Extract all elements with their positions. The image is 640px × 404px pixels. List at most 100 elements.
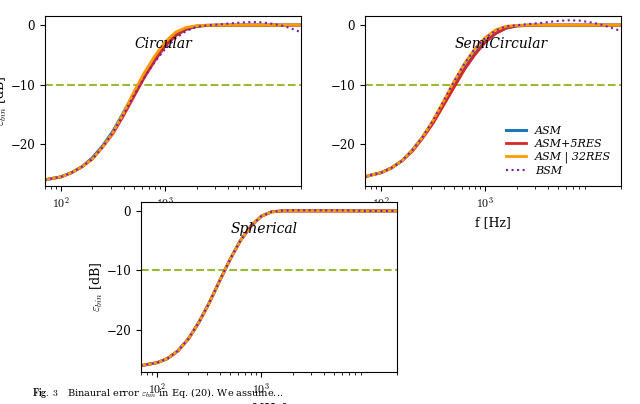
- ASM | 32RES: [237, 238, 244, 243]
- BSM: [151, 59, 159, 64]
- ASM | 32RES: [120, 111, 127, 116]
- BSM: [372, 208, 380, 213]
- ASM+5RES: [161, 44, 169, 48]
- ASM+5RES: [429, 121, 437, 126]
- ASM | 32RES: [205, 301, 213, 306]
- ASM: [461, 66, 468, 71]
- Line: ASM+5RES: ASM+5RES: [45, 25, 301, 180]
- ASM: [88, 156, 96, 160]
- BSM: [120, 112, 127, 117]
- ASM | 32RES: [617, 23, 625, 27]
- BSM: [534, 21, 541, 26]
- BSM: [276, 23, 284, 27]
- ASM+5RES: [362, 208, 369, 213]
- BSM: [388, 166, 396, 170]
- BSM: [143, 362, 150, 367]
- ASM+5RES: [287, 23, 294, 27]
- ASM | 32RES: [41, 177, 49, 182]
- ASM | 32RES: [362, 208, 369, 213]
- ASM+5RES: [544, 23, 552, 27]
- ASM | 32RES: [216, 279, 223, 284]
- ASM+5RES: [278, 208, 286, 213]
- BSM: [289, 208, 296, 213]
- ASM+5RES: [586, 23, 593, 27]
- ASM+5RES: [68, 170, 76, 175]
- BSM: [47, 176, 54, 181]
- ASM | 32RES: [492, 27, 499, 32]
- ASM: [184, 337, 192, 341]
- BSM: [362, 208, 369, 213]
- Y-axis label: $\varepsilon_{bin}$ [dB]: $\varepsilon_{bin}$ [dB]: [0, 76, 9, 126]
- BSM: [214, 22, 221, 27]
- BSM: [182, 29, 190, 34]
- ASM: [193, 24, 200, 29]
- ASM+5RES: [57, 175, 65, 179]
- ASM | 32RES: [137, 363, 145, 368]
- ASM: [297, 23, 305, 27]
- ASM | 32RES: [88, 157, 96, 162]
- Line: ASM: ASM: [141, 211, 397, 366]
- BSM: [41, 177, 49, 182]
- ASM: [224, 23, 232, 27]
- ASM: [164, 356, 172, 361]
- Line: BSM: BSM: [141, 210, 397, 366]
- Text: Circular: Circular: [134, 36, 192, 50]
- ASM: [287, 23, 294, 27]
- Text: SemiCircular: SemiCircular: [454, 36, 548, 50]
- ASM+5RES: [141, 75, 148, 80]
- ASM+5RES: [513, 23, 520, 28]
- BSM: [408, 148, 416, 153]
- BSM: [99, 145, 106, 149]
- ASM: [182, 27, 190, 32]
- ASM | 32RES: [361, 175, 369, 179]
- Line: ASM: ASM: [45, 25, 301, 180]
- ASM: [429, 119, 437, 124]
- BSM: [268, 209, 275, 214]
- Line: BSM: BSM: [45, 22, 301, 180]
- ASM+5RES: [244, 23, 252, 27]
- ASM+5RES: [78, 164, 86, 169]
- ASM: [47, 176, 54, 181]
- BSM: [481, 36, 489, 41]
- ASM: [244, 23, 252, 27]
- BSM: [297, 30, 305, 35]
- Text: $\bf{Fig.\ 3}$   Binaural error $\varepsilon_{bin}$ in Eq. (20). We assume...: $\bf{Fig.\ 3}$ Binaural error $\varepsil…: [32, 386, 284, 400]
- BSM: [310, 208, 317, 213]
- ASM: [247, 224, 255, 229]
- BSM: [78, 164, 86, 169]
- ASM: [450, 83, 458, 88]
- BSM: [564, 18, 572, 23]
- ASM+5RES: [297, 23, 305, 27]
- ASM+5RES: [203, 23, 211, 28]
- ASM: [195, 320, 202, 325]
- BSM: [205, 301, 213, 306]
- ASM+5RES: [99, 145, 106, 149]
- ASM: [586, 23, 593, 27]
- ASM: [120, 110, 127, 115]
- ASM | 32RES: [607, 23, 614, 27]
- ASM+5RES: [617, 23, 625, 27]
- ASM | 32RES: [141, 70, 148, 75]
- ASM: [78, 164, 86, 169]
- BSM: [575, 18, 583, 23]
- BSM: [287, 25, 294, 30]
- BSM: [184, 337, 192, 341]
- ASM+5RES: [237, 238, 244, 243]
- ASM | 32RES: [247, 224, 255, 229]
- ASM+5RES: [398, 158, 406, 163]
- BSM: [278, 208, 286, 213]
- BSM: [377, 170, 385, 175]
- ASM: [266, 23, 273, 27]
- Line: ASM+5RES: ASM+5RES: [365, 25, 621, 177]
- ASM | 32RES: [47, 176, 54, 181]
- BSM: [523, 22, 531, 27]
- BSM: [607, 25, 614, 30]
- ASM | 32RES: [461, 61, 468, 66]
- ASM | 32RES: [586, 23, 593, 27]
- BSM: [234, 20, 242, 25]
- ASM | 32RES: [172, 30, 179, 35]
- ASM+5RES: [440, 103, 447, 108]
- ASM | 32RES: [367, 173, 374, 177]
- ASM: [172, 33, 179, 38]
- ASM: [383, 208, 390, 213]
